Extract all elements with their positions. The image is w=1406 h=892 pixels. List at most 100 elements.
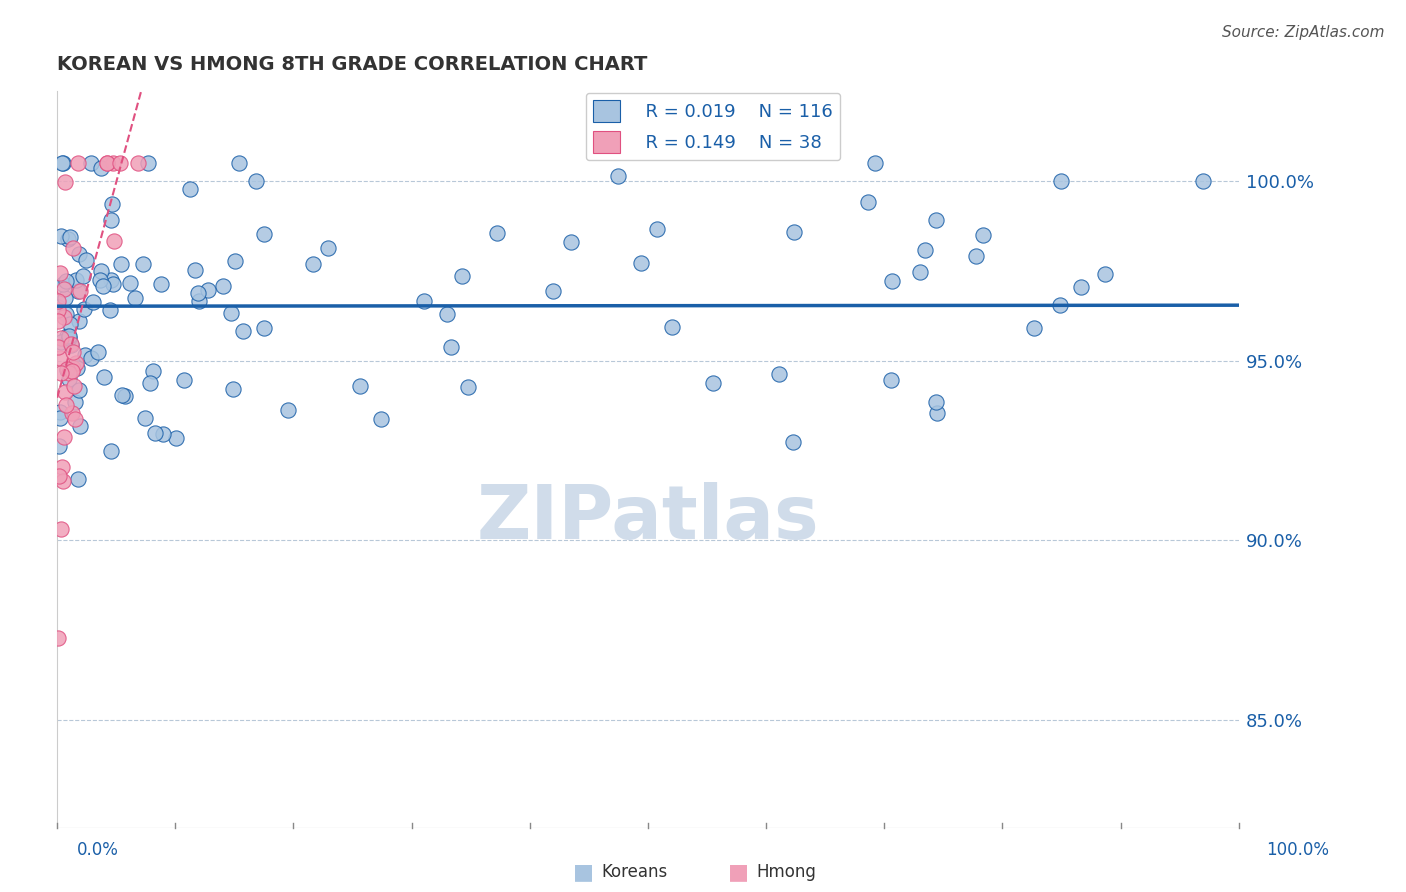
Koreans xyxy=(56,329,79,343)
Hmong xyxy=(60,406,83,420)
Koreans xyxy=(138,376,160,390)
Hmong xyxy=(52,310,75,324)
Koreans xyxy=(925,395,948,409)
Hmong xyxy=(48,314,70,328)
Koreans xyxy=(48,439,70,453)
Koreans xyxy=(914,243,936,257)
Hmong xyxy=(52,474,75,488)
Koreans xyxy=(49,405,72,419)
Koreans xyxy=(69,418,91,433)
Hmong xyxy=(69,284,91,298)
Hmong xyxy=(101,156,124,170)
Koreans xyxy=(67,247,90,261)
Koreans xyxy=(413,294,436,309)
Koreans xyxy=(73,348,96,362)
Hmong xyxy=(51,521,73,535)
Koreans xyxy=(187,286,209,301)
Text: Hmong: Hmong xyxy=(756,863,817,881)
Hmong xyxy=(49,266,72,280)
Hmong xyxy=(53,385,76,400)
Koreans xyxy=(277,402,299,417)
Koreans xyxy=(245,174,267,188)
Koreans xyxy=(630,256,652,270)
Koreans xyxy=(89,273,111,287)
Koreans xyxy=(486,226,509,240)
Koreans xyxy=(110,257,132,271)
Koreans xyxy=(111,387,134,401)
Hmong xyxy=(63,412,86,426)
Hmong xyxy=(60,364,83,378)
Text: Koreans: Koreans xyxy=(602,863,668,881)
Koreans xyxy=(1050,174,1073,188)
Koreans xyxy=(52,277,75,291)
Koreans xyxy=(56,363,79,377)
Koreans xyxy=(90,263,112,277)
Koreans xyxy=(925,212,948,227)
Hmong xyxy=(96,156,118,170)
Hmong xyxy=(110,156,132,170)
Koreans xyxy=(49,335,72,350)
Text: ■: ■ xyxy=(574,863,593,882)
Koreans xyxy=(79,156,101,170)
Koreans xyxy=(856,195,879,210)
Koreans xyxy=(451,268,474,283)
Hmong xyxy=(48,340,70,354)
Koreans xyxy=(349,379,371,393)
Koreans xyxy=(439,340,461,354)
Koreans xyxy=(188,293,211,308)
Hmong xyxy=(60,337,83,351)
Koreans xyxy=(782,435,804,450)
Koreans xyxy=(98,303,121,318)
Koreans xyxy=(55,274,77,288)
Koreans xyxy=(253,321,276,335)
Hmong xyxy=(62,379,84,393)
Hmong xyxy=(96,156,118,170)
Koreans xyxy=(197,283,219,297)
Koreans xyxy=(86,345,108,359)
Koreans xyxy=(972,228,994,243)
Koreans xyxy=(222,382,245,396)
Hmong xyxy=(51,460,73,475)
Koreans xyxy=(219,306,242,320)
Koreans xyxy=(49,411,72,425)
Text: 100.0%: 100.0% xyxy=(1265,841,1329,859)
Koreans xyxy=(72,268,94,283)
Koreans xyxy=(93,370,115,384)
Koreans xyxy=(66,285,89,299)
Hmong xyxy=(53,430,76,444)
Koreans xyxy=(541,284,564,298)
Koreans xyxy=(100,213,122,227)
Koreans xyxy=(75,253,97,268)
Koreans xyxy=(232,324,254,338)
Koreans xyxy=(560,235,582,250)
Koreans xyxy=(58,329,80,343)
Koreans xyxy=(58,331,80,345)
Koreans xyxy=(302,257,325,271)
Koreans xyxy=(863,156,886,170)
Koreans xyxy=(73,302,96,317)
Koreans xyxy=(370,411,392,425)
Koreans xyxy=(457,379,479,393)
Koreans xyxy=(118,277,141,291)
Koreans xyxy=(142,364,165,378)
Koreans xyxy=(150,277,173,292)
Koreans xyxy=(965,249,987,263)
Hmong xyxy=(65,356,87,370)
Koreans xyxy=(67,383,90,397)
Koreans xyxy=(136,156,159,170)
Text: 0.0%: 0.0% xyxy=(77,841,120,859)
Koreans xyxy=(645,222,668,236)
Text: ■: ■ xyxy=(728,863,748,882)
Koreans xyxy=(882,274,904,288)
Koreans xyxy=(212,279,235,293)
Koreans xyxy=(80,351,103,365)
Koreans xyxy=(93,279,115,293)
Hmong xyxy=(67,156,90,170)
Koreans xyxy=(1022,321,1045,335)
Koreans xyxy=(82,294,104,309)
Hmong xyxy=(103,234,125,248)
Koreans xyxy=(1094,267,1116,281)
Koreans xyxy=(49,228,72,243)
Hmong xyxy=(62,344,84,359)
Koreans xyxy=(60,338,83,352)
